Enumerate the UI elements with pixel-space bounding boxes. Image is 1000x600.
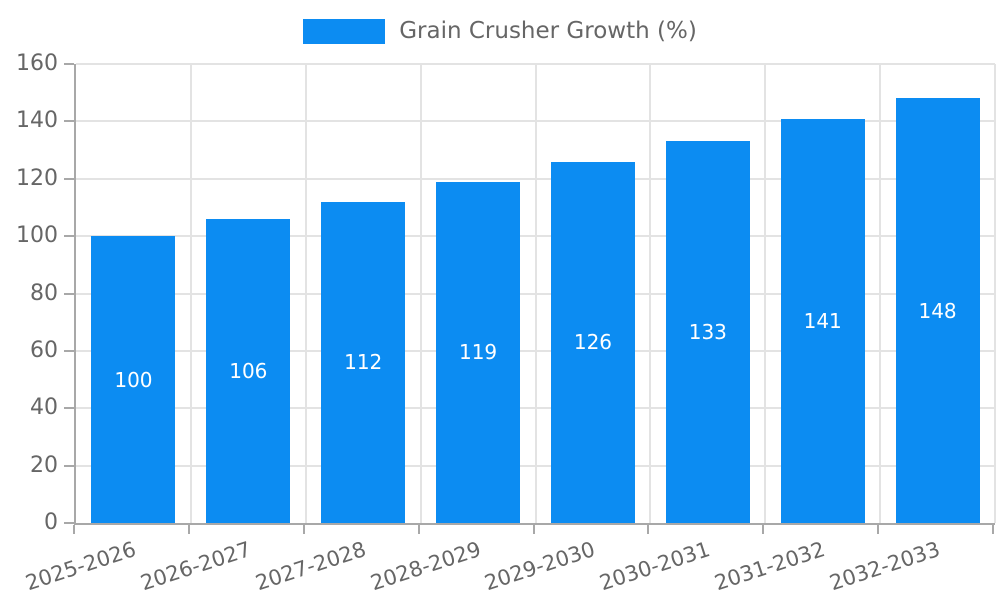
bar-2030-2031: 133 xyxy=(665,141,750,523)
bar-value-label: 119 xyxy=(458,340,498,365)
y-tick-label: 120 xyxy=(16,165,58,191)
bar-value-label: 141 xyxy=(803,308,842,333)
x-tick-mark xyxy=(532,525,535,534)
x-tick-label: 2032-2033 xyxy=(826,537,943,596)
bar-2032-2033: 148 xyxy=(895,98,980,523)
gridline-vertical xyxy=(534,64,537,523)
bar-2031-2032: 141 xyxy=(780,118,865,523)
gridline-vertical xyxy=(649,64,652,523)
x-tick-label: 2031-2032 xyxy=(711,537,829,596)
y-tick-mark xyxy=(64,349,74,352)
gridline-vertical xyxy=(879,64,882,523)
x-tick-mark xyxy=(992,525,994,534)
x-tick-mark xyxy=(302,525,305,534)
x-tick-label: 2026-2027 xyxy=(137,537,254,596)
x-tick-mark xyxy=(647,525,650,534)
gridline-vertical xyxy=(304,64,307,523)
y-tick-mark xyxy=(64,235,74,238)
legend-label: Grain Crusher Growth (%) xyxy=(399,18,697,44)
plot-area: 100 106 112 119 126 133 141 148 xyxy=(74,63,996,525)
bar-value-label: 100 xyxy=(114,367,153,392)
y-tick-label: 100 xyxy=(16,223,58,249)
bar-value-label: 106 xyxy=(229,358,268,383)
y-tick-label: 40 xyxy=(30,395,58,421)
bar-2026-2027: 106 xyxy=(206,218,291,523)
x-tick-mark xyxy=(877,525,880,534)
y-tick-mark xyxy=(64,522,74,524)
bar-2027-2028: 112 xyxy=(321,201,406,523)
bar-2028-2029: 119 xyxy=(436,181,521,523)
legend-swatch-icon xyxy=(303,18,386,44)
bar-value-label: 148 xyxy=(918,298,957,323)
gridline-vertical xyxy=(419,64,422,523)
x-tick-label: 2027-2028 xyxy=(252,537,369,596)
x-tick-label: 2029-2030 xyxy=(482,537,599,596)
y-tick-label: 0 xyxy=(44,510,58,535)
y-tick-mark xyxy=(64,63,74,65)
y-tick-label: 60 xyxy=(30,337,58,363)
y-tick-label: 160 xyxy=(16,51,58,76)
y-tick-label: 80 xyxy=(30,280,58,306)
y-tick-mark xyxy=(64,407,74,410)
y-tick-mark xyxy=(64,177,74,180)
legend: Grain Crusher Growth (%) xyxy=(0,18,1000,44)
bar-2029-2030: 126 xyxy=(550,161,635,523)
x-tick-label: 2025-2026 xyxy=(22,537,139,596)
bar-value-label: 112 xyxy=(344,350,383,375)
y-tick-mark xyxy=(64,464,74,467)
x-tick-mark xyxy=(417,525,420,534)
y-tick-label: 140 xyxy=(16,108,58,134)
bar-value-label: 126 xyxy=(573,330,613,355)
y-tick-mark xyxy=(64,292,74,295)
y-tick-label: 20 xyxy=(30,452,58,478)
gridline-vertical xyxy=(764,64,767,523)
y-tick-mark xyxy=(64,120,74,123)
bar-value-label: 133 xyxy=(688,320,727,345)
gridline-vertical xyxy=(189,64,192,523)
x-tick-mark xyxy=(73,525,75,534)
gridline-vertical xyxy=(994,64,996,523)
bar-2025-2026: 100 xyxy=(91,236,176,523)
x-tick-label: 2028-2029 xyxy=(367,537,484,596)
x-tick-label: 2030-2031 xyxy=(596,537,714,596)
x-tick-mark xyxy=(762,525,765,534)
x-tick-mark xyxy=(187,525,190,534)
